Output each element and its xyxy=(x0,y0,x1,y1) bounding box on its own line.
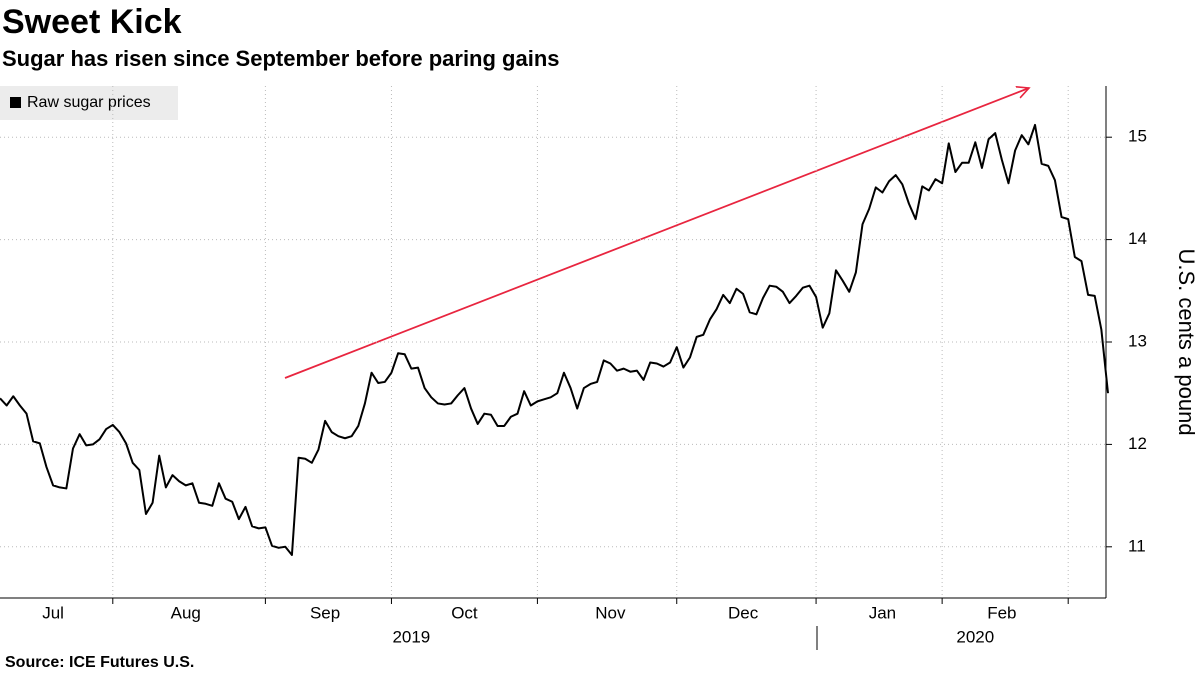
y-axis-label: U.S. cents a pound xyxy=(1174,248,1199,435)
year-label: 2019 xyxy=(392,627,430,646)
legend-box xyxy=(0,86,178,120)
x-tick-label: Aug xyxy=(171,603,201,622)
x-tick-label: Dec xyxy=(728,603,759,622)
x-tick-label: Sep xyxy=(310,603,340,622)
chart-title: Sweet Kick xyxy=(2,3,182,41)
legend-swatch xyxy=(10,97,21,108)
y-tick-label: 12 xyxy=(1128,434,1147,453)
chart-subtitle: Sugar has risen since September before p… xyxy=(2,46,560,71)
legend-label: Raw sugar prices xyxy=(27,94,151,111)
y-tick-label: 11 xyxy=(1128,536,1146,555)
y-tick-label: 14 xyxy=(1128,229,1147,248)
y-tick-label: 13 xyxy=(1128,331,1147,350)
x-tick-label: Feb xyxy=(987,603,1016,622)
year-label: 2020 xyxy=(956,627,994,646)
price-line xyxy=(0,123,1109,556)
x-tick-label: Jan xyxy=(869,603,896,622)
x-tick-label: Nov xyxy=(595,603,626,622)
x-tick-label: Oct xyxy=(451,603,478,622)
trend-arrow xyxy=(284,88,1029,379)
x-tick-label: Jul xyxy=(42,603,64,622)
y-tick-label: 15 xyxy=(1128,127,1147,146)
source: Source: ICE Futures U.S. xyxy=(5,654,194,671)
